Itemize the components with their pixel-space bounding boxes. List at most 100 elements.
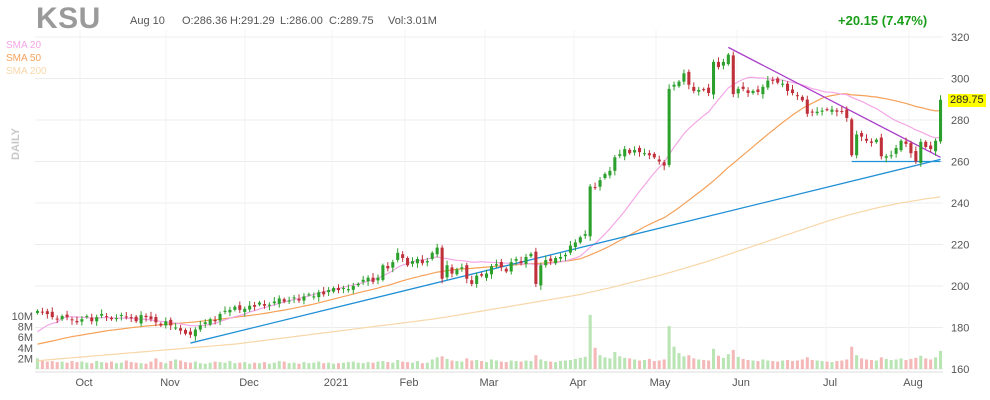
quote-volume: Vol:3.01M (388, 15, 437, 27)
volume-bar (805, 357, 809, 369)
candle-body (381, 265, 385, 280)
volume-bar (712, 348, 716, 369)
volume-bar (879, 357, 883, 369)
date-tick-label: Apr (569, 377, 586, 389)
candle-body (751, 90, 755, 94)
candle-body (613, 157, 617, 171)
volume-bar (588, 314, 592, 369)
volume-bar (371, 362, 375, 369)
candle-body (307, 294, 311, 296)
candle-body (144, 315, 148, 318)
candle-body (761, 86, 765, 95)
candle-body (539, 265, 543, 286)
candle-body (129, 317, 133, 319)
date-tick-label: May (650, 377, 671, 389)
volume-bar (322, 363, 326, 369)
volume-bar (253, 362, 257, 369)
volume-bar (869, 359, 873, 369)
volume-bar (786, 359, 790, 369)
candle-body (287, 300, 291, 302)
volume-bar (697, 359, 701, 369)
volume-bar (406, 362, 410, 369)
candle-body (80, 319, 84, 322)
volume-tick-label: 4M (18, 343, 33, 355)
candle-body (726, 54, 730, 65)
quote-low: L:286.00 (280, 15, 323, 27)
volume-bar (193, 361, 197, 369)
volume-bar (129, 362, 133, 369)
volume-bar (721, 357, 725, 369)
legend-sma200-label: SMA 200 (6, 66, 47, 77)
volume-bar (183, 362, 188, 369)
candle-body (124, 316, 128, 318)
volume-bar (573, 358, 577, 369)
candle-body (652, 153, 656, 158)
candle-body (55, 318, 59, 320)
candle-body (406, 257, 410, 266)
volume-bar (134, 362, 138, 369)
legend-sma20-label: SMA 20 (6, 40, 42, 51)
candle-body (509, 262, 513, 272)
volume-bar (716, 355, 720, 369)
candle-body (425, 261, 429, 263)
volume-bar (539, 359, 543, 369)
candle-body (223, 310, 227, 312)
candle-body (480, 274, 484, 276)
candle-body (114, 318, 118, 320)
volume-bar (410, 362, 415, 369)
volume-bar (179, 360, 183, 369)
volume-bar (282, 361, 286, 369)
volume-bar (154, 358, 158, 369)
candle-body (756, 89, 760, 92)
candle-body (262, 304, 266, 306)
volume-bar (485, 362, 489, 369)
volume-bar (914, 357, 918, 369)
volume-bar (583, 356, 587, 369)
volume-bar (603, 357, 607, 369)
candle-body (623, 149, 627, 157)
volume-bar (692, 358, 696, 369)
volume-bar (105, 362, 109, 369)
volume-bar (509, 360, 513, 369)
volume-bar (386, 362, 390, 369)
candle-body (771, 79, 775, 81)
volume-tick-label: 10M (12, 311, 33, 323)
candle-body (312, 296, 316, 298)
volume-bar (223, 362, 227, 369)
volume-bar (445, 358, 449, 369)
volume-bar (341, 362, 345, 369)
volume-bar (465, 358, 469, 369)
volume-bar (795, 360, 799, 369)
volume-bar (904, 359, 908, 369)
candle-body (578, 237, 582, 243)
candle-body (396, 252, 400, 260)
volume-bar (628, 358, 632, 369)
volume-bar (889, 359, 893, 369)
candle-body (282, 299, 286, 302)
volume-bar (267, 363, 271, 369)
volume-bar (124, 360, 128, 369)
candle-body (647, 153, 651, 156)
candle-body (874, 139, 878, 143)
volume-tick-label: 6M (18, 332, 33, 344)
volume-bar (568, 359, 572, 369)
candle-body (598, 180, 602, 187)
candle-body (203, 322, 207, 324)
candle-body (499, 262, 503, 268)
candle-body (45, 311, 49, 315)
volume-bar (623, 357, 627, 369)
date-tick-label: Feb (400, 377, 419, 389)
candle-body (183, 329, 188, 334)
volume-bar (228, 361, 232, 369)
volume-bar (238, 362, 242, 369)
candle-body (198, 325, 202, 330)
volume-bar (198, 363, 202, 369)
candle-body (702, 89, 706, 91)
candle-body (529, 253, 533, 257)
volume-tick-label: 8M (18, 322, 33, 334)
volume-bar (213, 361, 217, 369)
candle-body (559, 256, 563, 259)
volume-bar (524, 360, 528, 369)
candle-body (929, 145, 933, 150)
